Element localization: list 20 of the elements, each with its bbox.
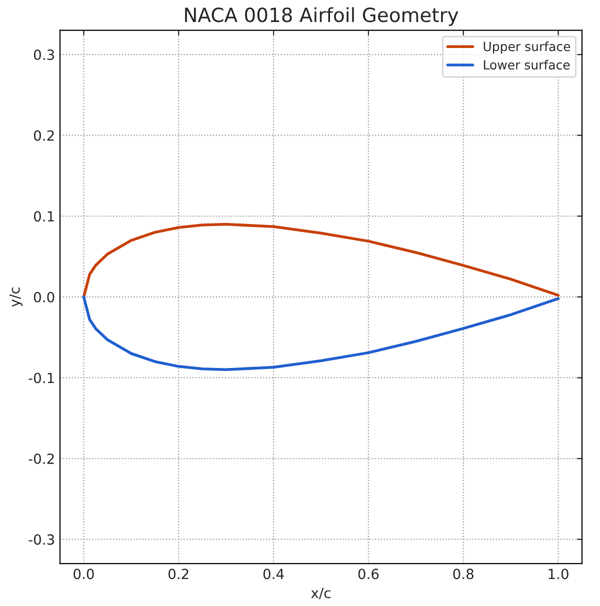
legend-label: Upper surface [484, 42, 570, 54]
legend-label: Lower surface [484, 60, 570, 70]
y-tick-label: -0.2 [28, 454, 54, 464]
x-tick-label: 0.4 [263, 568, 284, 580]
x-axis-title: x/c [311, 588, 330, 600]
line-series [82, 296, 560, 372]
x-tick-label: 0.0 [74, 568, 94, 580]
x-tick-label: 0.2 [168, 568, 188, 580]
y-tick-label: 0.0 [34, 292, 54, 302]
y-tick-label: 0.3 [34, 50, 54, 60]
y-tick-label: -0.1 [28, 372, 54, 384]
y-tick-label: 0.1 [34, 211, 54, 222]
line-series [82, 222, 560, 298]
x-tick-label: 0.8 [453, 568, 474, 580]
y-tick-label: 0.2 [34, 130, 54, 141]
x-tick-label: 1.0 [548, 568, 568, 580]
y-tick-label: -0.3 [28, 534, 54, 545]
x-tick-label: 0.6 [358, 568, 379, 580]
chart-title: NACA 0018 Airfoil Geometry [185, 7, 458, 26]
y-axis-title: y/c [9, 288, 22, 307]
